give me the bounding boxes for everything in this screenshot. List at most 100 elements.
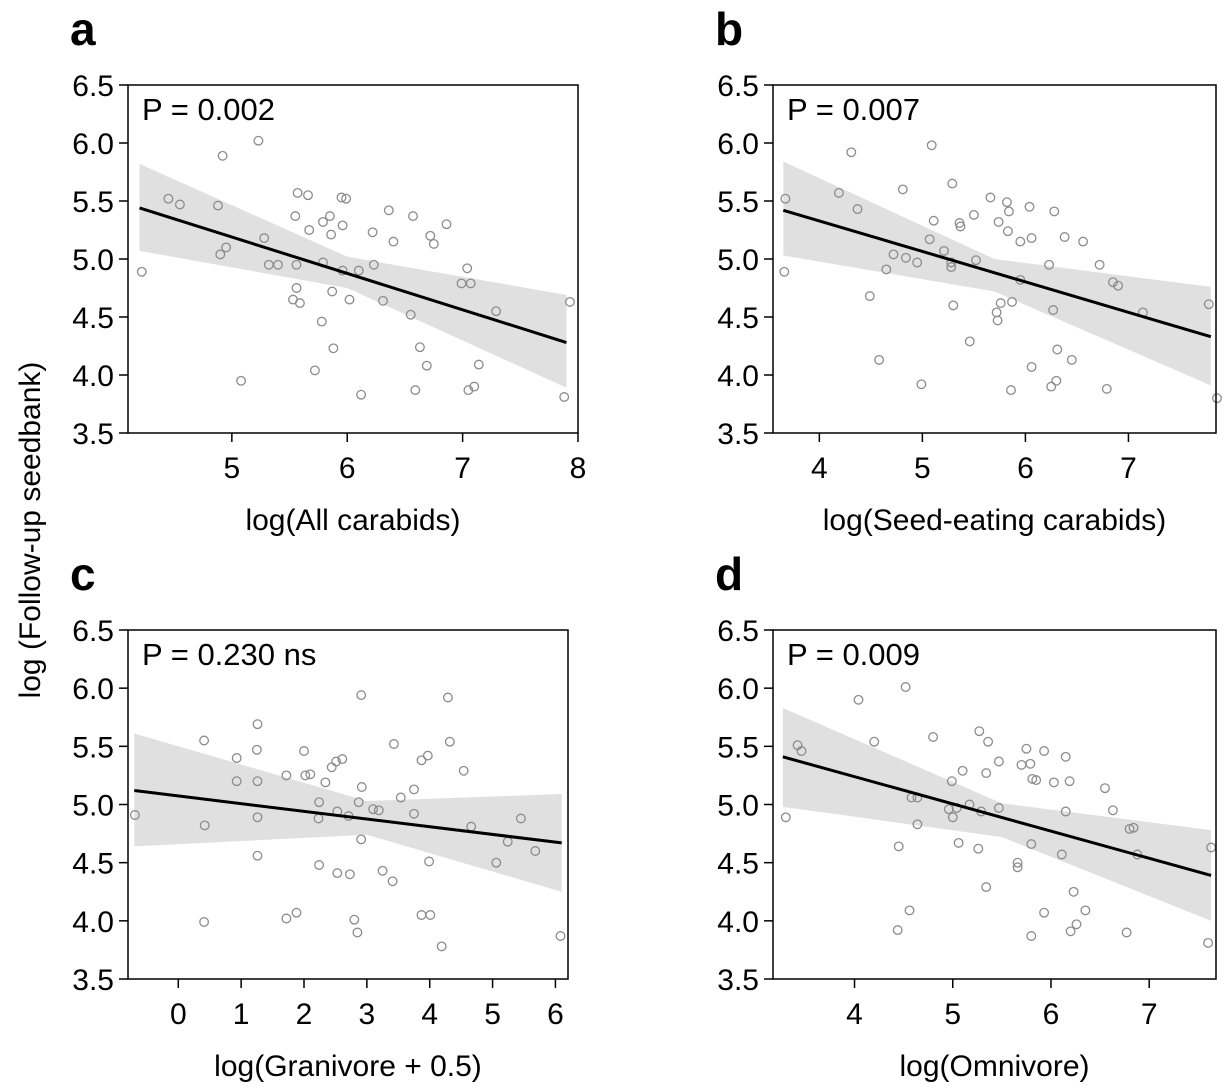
data-point (320, 777, 331, 788)
data-point (356, 834, 367, 845)
data-point (780, 193, 791, 204)
data-point (259, 233, 270, 244)
data-point (1124, 823, 1135, 834)
x-axis-label: log(Seed-eating carabids) (823, 504, 1167, 537)
x-tick-label: 4 (846, 998, 863, 1031)
data-point (1078, 236, 1089, 247)
data-point (352, 927, 363, 938)
data-point (344, 294, 355, 305)
data-point (253, 135, 264, 146)
data-point (341, 193, 352, 204)
data-point (174, 199, 185, 210)
data-point (993, 216, 1004, 227)
data-point (231, 753, 242, 763)
data-point (985, 192, 996, 203)
data-point (974, 726, 985, 737)
data-point (388, 236, 399, 247)
data-point (1212, 393, 1222, 404)
data-point (897, 184, 908, 195)
data-point (983, 736, 994, 747)
data-point (328, 343, 339, 354)
data-point (465, 278, 476, 289)
y-tick-label: 6.5 (717, 70, 759, 103)
data-point (1203, 299, 1214, 310)
data-point (410, 385, 421, 396)
data-point (1052, 344, 1063, 355)
data-point (1060, 751, 1071, 762)
data-point (377, 865, 388, 876)
data-point (309, 365, 320, 376)
y-tick-label: 6.5 (72, 70, 114, 103)
data-point (436, 941, 447, 952)
data-point (1056, 849, 1067, 860)
x-tick-label: 7 (1141, 998, 1158, 1031)
x-axis-label: log(Granivore + 0.5) (214, 1050, 482, 1083)
data-point (912, 819, 923, 830)
data-point (337, 220, 348, 231)
y-tick-label: 4.0 (717, 360, 759, 393)
y-tick-label: 5.5 (717, 186, 759, 219)
data-point (846, 147, 857, 158)
data-point (796, 746, 807, 756)
data-point (1101, 383, 1112, 394)
y-tick-label: 6.5 (72, 615, 114, 648)
data-point (356, 389, 367, 400)
y-tick-label: 6.0 (72, 673, 114, 706)
data-point (428, 238, 439, 249)
data-point (1203, 937, 1214, 948)
data-point (414, 342, 425, 353)
data-point (1048, 305, 1059, 315)
data-point (926, 140, 937, 151)
data-point (405, 309, 416, 320)
data-point (864, 291, 875, 302)
data-point (368, 259, 379, 270)
data-point (373, 805, 384, 816)
regression-line (139, 206, 567, 344)
y-tick-label: 4.5 (717, 848, 759, 881)
data-point (1026, 233, 1037, 244)
data-point (1012, 857, 1023, 868)
data-point (129, 810, 140, 820)
data-point (292, 187, 303, 198)
x-tick-label: 5 (944, 998, 961, 1031)
data-point (491, 306, 502, 317)
y-tick-label: 5.0 (717, 790, 759, 823)
confidence-band (782, 707, 1212, 921)
data-point (136, 266, 147, 277)
y-tick-label: 6.0 (717, 673, 759, 706)
data-point (163, 193, 174, 204)
data-point (318, 216, 328, 227)
data-point (1044, 259, 1055, 270)
data-point (981, 768, 992, 779)
data-point (515, 813, 526, 824)
data-point (1003, 206, 1014, 217)
data-point (1025, 758, 1036, 769)
data-point (1121, 927, 1132, 938)
data-point (1016, 759, 1027, 770)
data-point (324, 211, 335, 222)
data-point (388, 739, 399, 749)
data-point (912, 257, 923, 268)
y-tick-label: 5.0 (717, 244, 759, 277)
data-point (314, 797, 325, 808)
data-point (458, 765, 469, 776)
y-tick-label: 5.0 (72, 244, 114, 277)
data-point (1068, 886, 1079, 897)
data-point (948, 300, 959, 311)
y-tick-label: 3.5 (717, 964, 759, 997)
data-point (367, 227, 378, 238)
data-point (1059, 232, 1070, 242)
data-point (968, 209, 979, 220)
data-point (252, 776, 263, 787)
data-point (995, 298, 1006, 309)
data-point (252, 719, 263, 730)
data-point (387, 876, 398, 887)
panel-d: 3.5 4.0 4.5 5.0 5.5 6.0 6.5 4 5 6 7 log(Omnivore) P … (715, 548, 1217, 1083)
p-value-annotation: P = 0.230 ns (142, 637, 316, 672)
x-tick-label: 1 (233, 998, 250, 1031)
data-point (356, 782, 367, 792)
y-tick-label: 3.5 (72, 418, 114, 451)
data-point (441, 219, 452, 230)
data-point (946, 262, 957, 273)
data-point (916, 379, 927, 390)
